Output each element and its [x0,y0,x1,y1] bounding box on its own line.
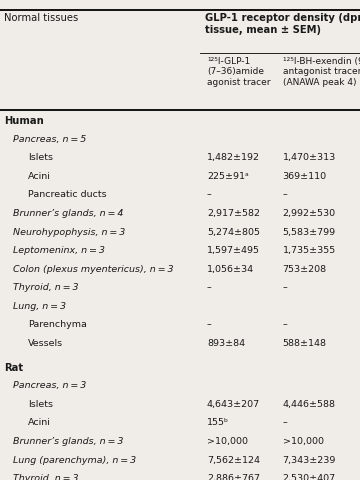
Text: 5,274±805: 5,274±805 [207,227,260,236]
Text: Colon (plexus myentericus), n = 3: Colon (plexus myentericus), n = 3 [13,264,174,273]
Text: –: – [207,190,212,199]
Text: Lung, n = 3: Lung, n = 3 [13,301,66,310]
Text: 2,530±407: 2,530±407 [283,473,336,480]
Text: Vessels: Vessels [28,338,63,347]
Text: 2,917±582: 2,917±582 [207,208,260,217]
Text: 1,482±192: 1,482±192 [207,153,260,162]
Text: 4,446±588: 4,446±588 [283,399,336,408]
Text: 155ᵇ: 155ᵇ [207,418,229,427]
Text: Acini: Acini [28,418,51,427]
Text: Normal tissues: Normal tissues [4,13,78,23]
Text: Islets: Islets [28,153,53,162]
Text: –: – [207,319,212,328]
Text: Brunner’s glands, n = 4: Brunner’s glands, n = 4 [13,208,124,217]
Text: 1,056±34: 1,056±34 [207,264,254,273]
Text: 2,992±530: 2,992±530 [283,208,336,217]
Text: –: – [283,319,287,328]
Text: 5,583±799: 5,583±799 [283,227,336,236]
Text: Thyroid, n = 3: Thyroid, n = 3 [13,473,79,480]
Text: –: – [283,418,287,427]
Text: 1,735±355: 1,735±355 [283,245,336,254]
Text: –: – [207,282,212,291]
Text: 2,886±767: 2,886±767 [207,473,260,480]
Text: Thyroid, n = 3: Thyroid, n = 3 [13,282,79,291]
Text: Pancreatic ducts: Pancreatic ducts [28,190,106,199]
Text: 4,643±207: 4,643±207 [207,399,260,408]
Text: 7,562±124: 7,562±124 [207,455,260,464]
Text: Neurohypophysis, n = 3: Neurohypophysis, n = 3 [13,227,126,236]
Text: 225±91ᵃ: 225±91ᵃ [207,171,249,180]
Text: 753±208: 753±208 [283,264,327,273]
Text: Acini: Acini [28,171,51,180]
Text: 1,597±495: 1,597±495 [207,245,260,254]
Text: 588±148: 588±148 [283,338,327,347]
Text: –: – [283,282,287,291]
Text: Pancreas, n = 5: Pancreas, n = 5 [13,134,86,144]
Text: GLP-1 receptor density (dpm/mg
tissue, mean ± SEM): GLP-1 receptor density (dpm/mg tissue, m… [205,13,360,35]
Text: ¹²⁵I-BH-exendin (9–39)
antagonist tracer
(ANAWA peak 4): ¹²⁵I-BH-exendin (9–39) antagonist tracer… [283,57,360,86]
Text: Islets: Islets [28,399,53,408]
Text: Pancreas, n = 3: Pancreas, n = 3 [13,381,86,390]
Text: 1,470±313: 1,470±313 [283,153,336,162]
Text: 893±84: 893±84 [207,338,245,347]
Text: 369±110: 369±110 [283,171,327,180]
Text: Rat: Rat [4,362,23,372]
Text: Parenchyma: Parenchyma [28,319,87,328]
Text: –: – [283,190,287,199]
Text: Leptomeninx, n = 3: Leptomeninx, n = 3 [13,245,105,254]
Text: ¹²⁵I-GLP-1
(7–36)amide
agonist tracer: ¹²⁵I-GLP-1 (7–36)amide agonist tracer [207,57,270,86]
Text: >10,000: >10,000 [283,436,324,445]
Text: 7,343±239: 7,343±239 [283,455,336,464]
Text: >10,000: >10,000 [207,436,248,445]
Text: Lung (parenchyma), n = 3: Lung (parenchyma), n = 3 [13,455,136,464]
Text: Brunner’s glands, n = 3: Brunner’s glands, n = 3 [13,436,124,445]
Text: Human: Human [4,116,44,126]
